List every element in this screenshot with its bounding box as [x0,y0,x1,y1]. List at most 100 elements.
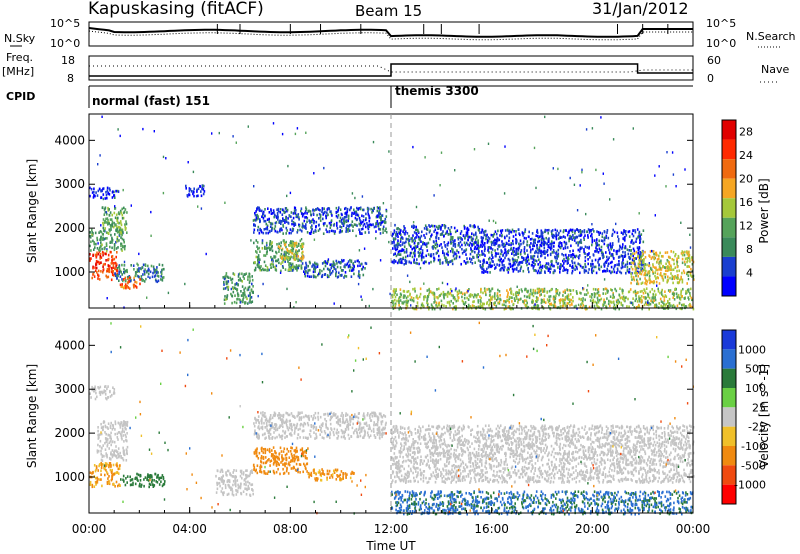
heatmap-cell [439,258,441,262]
heatmap-cell [686,291,688,294]
heatmap-cell [108,187,111,190]
heatmap-cell [615,252,618,256]
heatmap-cell [654,303,656,307]
heatmap-cell [562,290,565,294]
heatmap-cell [564,229,567,232]
heatmap-cell [99,439,102,443]
heatmap-cell [348,269,351,272]
heatmap-cell [585,212,587,216]
heatmap-cell [603,298,605,302]
heatmap-cell [406,299,408,303]
heatmap-cell [321,262,324,265]
heatmap-cell [317,208,320,211]
heatmap-cell [360,228,363,231]
heatmap-cell [412,234,414,237]
heatmap-cell [412,252,415,255]
heatmap-cell [230,278,232,282]
heatmap-cell [669,276,671,280]
heatmap-cell [639,263,641,266]
heatmap-cell [393,253,395,256]
heatmap-cell [95,242,97,246]
heatmap-cell [113,244,116,247]
heatmap-cell [416,262,418,265]
heatmap-cell [105,190,107,194]
nave-label: Nave [761,63,789,76]
heatmap-cell [407,295,409,298]
heatmap-cell [652,250,655,253]
heatmap-cell [502,268,505,272]
heatmap-cell [643,265,645,268]
heatmap-cell [448,292,451,296]
heatmap-cell [271,222,274,226]
heatmap-cell [506,289,508,292]
heatmap-cell [418,262,420,266]
heatmap-cell [489,298,492,302]
heatmap-cell [247,278,249,281]
heatmap-cell [572,253,575,257]
heatmap-cell [426,303,429,307]
heatmap-cell [119,432,122,436]
heatmap-cell [108,447,110,450]
heatmap-cell [651,255,654,259]
heatmap-cell [98,391,101,394]
heatmap-cell [651,268,653,272]
heatmap-cell [584,259,587,263]
heatmap-cell [101,391,104,395]
heatmap-cell [162,191,165,195]
heatmap-cell [640,266,642,270]
heatmap-cell [531,237,533,241]
heatmap-cell [590,229,592,233]
heatmap-cell [528,235,530,239]
heatmap-cell [659,260,661,264]
heatmap-cell [403,241,406,245]
heatmap-cell [508,267,510,271]
heatmap-cell [293,265,295,268]
heatmap-cell [291,222,293,226]
heatmap-cell [684,297,686,300]
heatmap-cell [327,259,329,263]
heatmap-cell [562,235,565,238]
heatmap-cell [353,272,355,276]
heatmap-cell [677,274,679,277]
heatmap-cell [537,251,539,255]
heatmap-cell [638,230,641,234]
heatmap-cell [598,239,600,243]
heatmap-cell [414,248,416,252]
heatmap-cell [428,293,430,296]
heatmap-cell [491,248,494,251]
heatmap-cell [102,218,105,221]
heatmap-cell [111,238,113,241]
heatmap-cell [665,262,667,266]
heatmap-cell [607,289,609,293]
heatmap-cell [562,230,565,234]
heatmap-cell [113,248,116,252]
heatmap-cell [466,232,469,235]
heatmap-cell [416,301,419,304]
heatmap-cell [404,258,407,262]
heatmap-cell [469,224,472,227]
heatmap-cell [340,261,342,264]
heatmap-cell [367,226,369,230]
heatmap-cell [465,241,468,245]
heatmap-cell [531,300,534,304]
heatmap-cell [282,258,285,261]
heatmap-cell [655,268,657,272]
heatmap-cell [476,255,478,259]
heatmap-cell [502,266,504,270]
heatmap-cell [383,220,386,223]
heatmap-cell [120,436,123,439]
heatmap-cell [661,288,663,292]
heatmap-cell [261,215,263,218]
heatmap-cell [292,220,295,224]
heatmap-cell [161,474,164,477]
nave-line [89,65,693,73]
y-tick-label: 4000 [54,133,85,147]
heatmap-cell [378,227,380,231]
heatmap-cell [597,288,600,291]
heatmap-cell [380,216,382,219]
heatmap-cell [192,170,195,174]
heatmap-cell [452,302,454,305]
heatmap-cell [589,256,591,259]
heatmap-cell [394,298,396,302]
heatmap-cell [146,296,148,299]
